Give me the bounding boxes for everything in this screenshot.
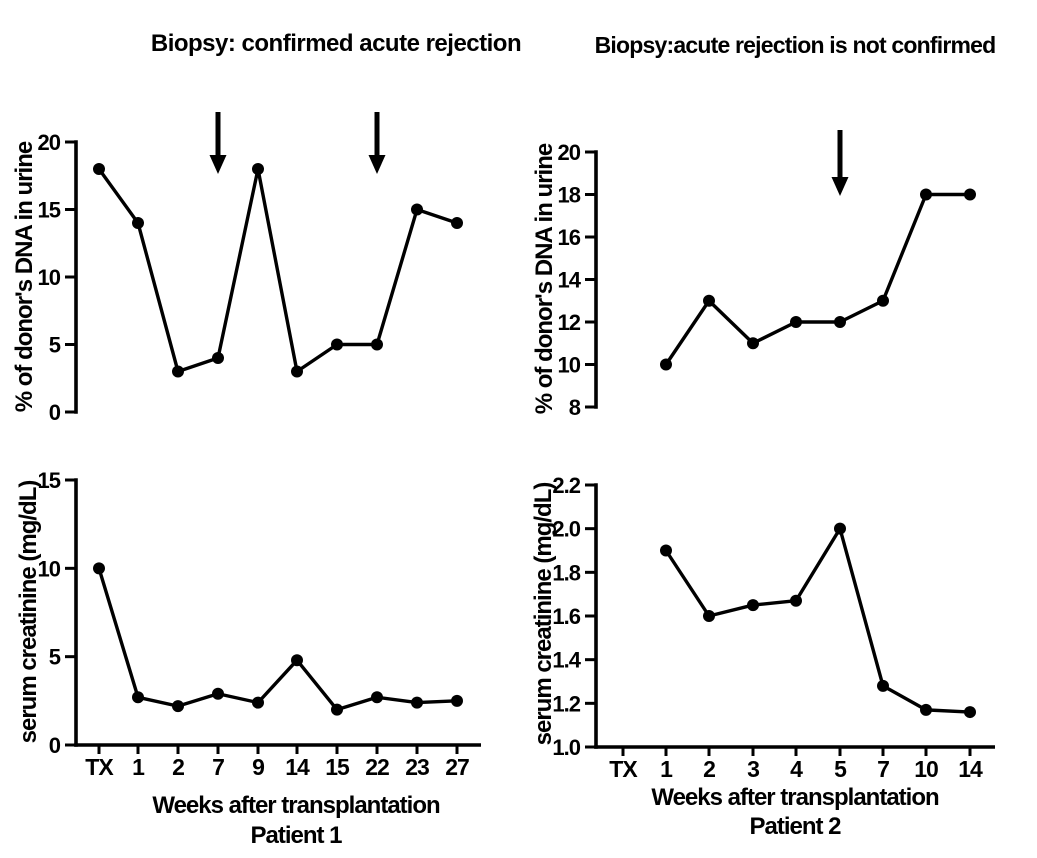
data-line — [664, 192, 972, 367]
data-point — [172, 700, 184, 713]
data-point — [331, 338, 343, 351]
biopsy-arrow-icon — [831, 130, 849, 196]
x-tick-label: 22 — [365, 754, 389, 780]
data-point — [747, 599, 759, 612]
y-tick-label: 5 — [49, 333, 61, 358]
y-tick-label: 0 — [49, 733, 61, 758]
x-axis-label-patient2: Weeks after transplantation — [651, 784, 939, 811]
data-point — [172, 365, 184, 378]
y-tick-label: 18 — [558, 183, 581, 208]
x-tick-label: TX — [85, 754, 114, 780]
chart-panel-bottom-right: 1.0 1.2 1.4 1.6 1.8 2.0 2.2 TX 1 2 3 4 5 7 10 14 — [552, 473, 995, 782]
x-tick-label: 5 — [834, 756, 847, 782]
data-point — [411, 203, 423, 216]
data-point — [964, 188, 976, 201]
y-tick-label: 0 — [49, 400, 61, 425]
data-point — [371, 338, 383, 351]
y-tick-label: 20 — [38, 130, 61, 155]
patient1-label: Patient 1 — [250, 822, 342, 849]
data-point — [877, 294, 889, 307]
data-point — [93, 562, 105, 575]
data-point — [920, 703, 932, 716]
x-tick-label: 9 — [252, 754, 264, 780]
data-point — [451, 217, 463, 229]
y-tick-label: 20 — [558, 140, 581, 165]
data-point — [132, 691, 144, 704]
data-point — [411, 696, 423, 709]
chart-panel-top-left: 0 5 10 15 20 — [38, 112, 463, 425]
data-point — [660, 544, 672, 557]
biopsy-arrow-icon — [209, 112, 227, 174]
y-tick-label: 1.2 — [552, 691, 580, 716]
x-tick-label: 14 — [285, 754, 310, 780]
data-point — [252, 163, 264, 175]
x-tick-label: 15 — [325, 754, 350, 780]
data-point — [371, 691, 383, 704]
y-tick-label: 15 — [38, 198, 61, 223]
data-line — [97, 167, 459, 374]
x-tick-label: 7 — [212, 754, 224, 780]
data-point — [964, 706, 976, 719]
y-tick-label: 1.6 — [552, 604, 580, 629]
data-point — [212, 687, 224, 700]
x-tick-label: 10 — [914, 756, 938, 782]
y-tick-label: 2.2 — [552, 473, 580, 498]
data-point — [93, 163, 105, 175]
y-tick-label: 10 — [558, 353, 581, 378]
x-tick-label: 7 — [877, 756, 889, 782]
data-point — [834, 316, 846, 328]
y-tick-label: 16 — [558, 225, 581, 250]
data-point — [291, 365, 303, 378]
x-tick-label: 2 — [703, 756, 715, 782]
x-tick-label: 27 — [445, 754, 469, 780]
chart-panel-top-right: 8 10 12 14 16 18 20 — [558, 130, 976, 420]
y-tick-label: 15 — [38, 468, 61, 493]
x-tick-label: 1 — [132, 754, 145, 780]
biopsy-arrow-icon — [368, 112, 386, 174]
x-tick-label: 3 — [747, 756, 759, 782]
y-tick-label: 1.0 — [552, 735, 580, 760]
data-point — [132, 217, 144, 229]
patient2-label: Patient 2 — [749, 813, 841, 840]
data-point — [703, 610, 715, 622]
x-tick-label: 1 — [660, 756, 673, 782]
data-point — [834, 522, 846, 535]
data-point — [252, 696, 264, 709]
data-point — [660, 358, 672, 371]
data-point — [747, 337, 759, 350]
data-line — [664, 526, 972, 714]
x-tick-label: TX — [609, 756, 638, 782]
data-point — [451, 694, 463, 707]
data-point — [877, 679, 889, 692]
x-tick-label: 14 — [958, 756, 983, 782]
y-tick-label: 12 — [558, 310, 581, 335]
y-tick-label: 5 — [49, 645, 61, 670]
x-tick-label: 4 — [790, 756, 803, 782]
y-tick-label: 1.4 — [552, 648, 581, 673]
data-point — [703, 294, 715, 307]
data-point — [331, 703, 343, 716]
y-tick-label: 14 — [558, 268, 582, 293]
data-point — [212, 352, 224, 364]
data-point — [790, 594, 802, 607]
y-tick-label: 1.8 — [552, 560, 580, 585]
header-right-biopsy-not-confirmed: Biopsy:acute rejection is not confirmed — [594, 32, 997, 58]
data-point — [920, 188, 932, 201]
data-line — [97, 566, 459, 712]
x-axis-label-patient1: Weeks after transplantation — [152, 792, 440, 819]
data-point — [790, 316, 802, 328]
x-tick-label: 23 — [405, 754, 429, 780]
header-left-biopsy-confirmed: Biopsy: confirmed acute rejection — [150, 30, 522, 57]
y-tick-label: 2.0 — [552, 517, 580, 542]
y-tick-label: 10 — [38, 556, 61, 581]
x-tick-label: 2 — [172, 754, 184, 780]
y-tick-label: 8 — [569, 395, 581, 420]
data-point — [291, 654, 303, 667]
y-tick-label: 10 — [38, 265, 61, 290]
